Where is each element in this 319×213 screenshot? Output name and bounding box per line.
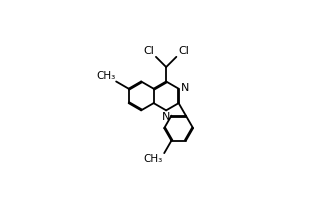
Text: Cl: Cl bbox=[144, 46, 154, 56]
Text: N: N bbox=[181, 83, 189, 93]
Text: Cl: Cl bbox=[178, 46, 189, 56]
Text: CH₃: CH₃ bbox=[143, 154, 163, 164]
Text: CH₃: CH₃ bbox=[96, 71, 115, 81]
Text: N: N bbox=[162, 112, 170, 122]
